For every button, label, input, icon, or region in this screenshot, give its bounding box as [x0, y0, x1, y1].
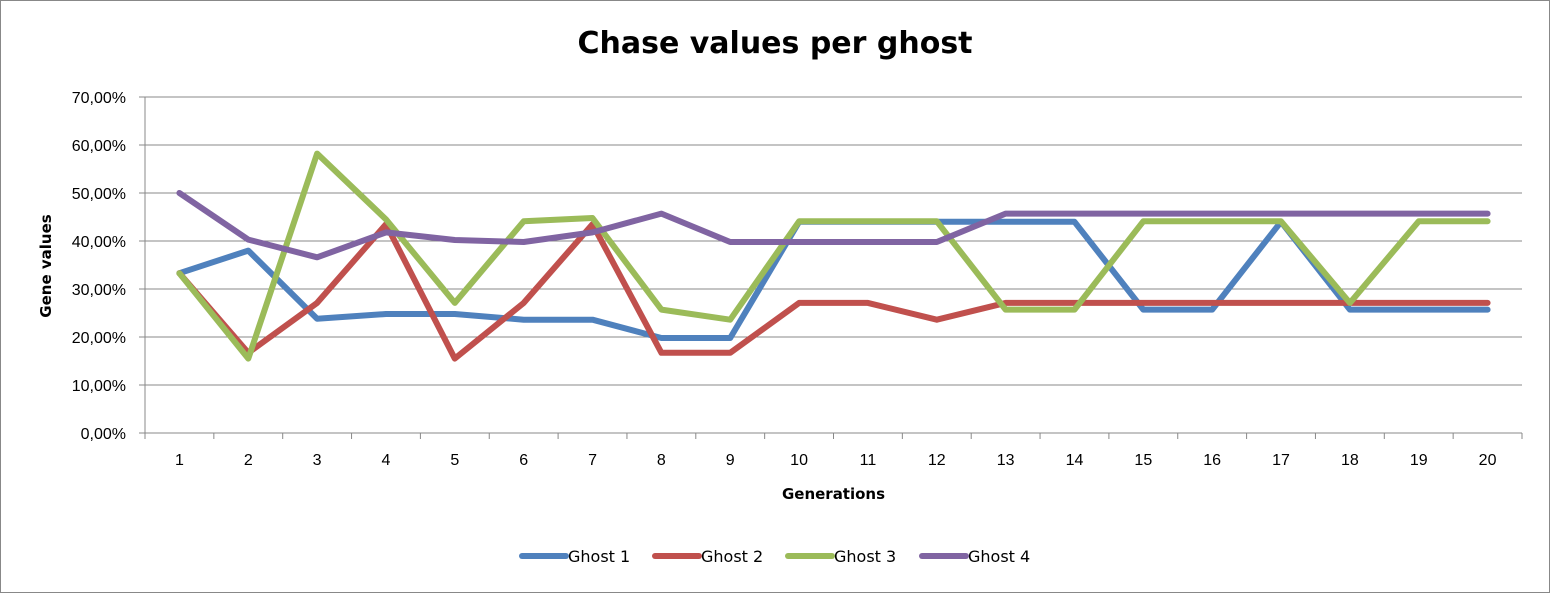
x-tick-label: 6 [519, 452, 528, 469]
y-tick-label: 40,00% [72, 234, 126, 251]
series-lines [176, 150, 1491, 362]
x-tick-label: 19 [1410, 452, 1428, 469]
x-tick-label: 15 [1134, 452, 1152, 469]
y-tick-label: 30,00% [72, 282, 126, 299]
y-tick-label: 20,00% [72, 330, 126, 347]
x-tick-label: 5 [450, 452, 459, 469]
y-tick-label: 50,00% [72, 186, 126, 203]
x-tick-label: 10 [790, 452, 808, 469]
x-tick-label: 14 [1066, 452, 1084, 469]
x-tick-label: 11 [860, 452, 877, 469]
x-tick-label: 12 [928, 452, 946, 469]
tick-labels: 0,00% 10,00% 20,00% 30,00% 40,00% 50,00% 60,00… [72, 90, 1497, 469]
series-line-2 [176, 221, 1491, 362]
x-tick-label: 3 [313, 452, 322, 469]
chart-title: Chase values per ghost [577, 26, 973, 61]
y-tick-label: 0,00% [81, 426, 126, 443]
y-axis-title: Gene values [37, 214, 55, 317]
legend-label: Ghost 3 [834, 547, 896, 566]
x-tick-label: 17 [1272, 452, 1290, 469]
x-tick-label: 8 [657, 452, 666, 469]
x-tick-label: 7 [588, 452, 597, 469]
x-tick-label: 9 [726, 452, 735, 469]
x-tick-label: 13 [997, 452, 1015, 469]
x-tick-label: 2 [244, 452, 253, 469]
y-tick-label: 10,00% [72, 378, 126, 395]
legend-label: Ghost 1 [568, 547, 630, 566]
x-tick-label: 16 [1203, 452, 1221, 469]
legend-label: Ghost 2 [701, 547, 763, 566]
series-line-3 [176, 150, 1491, 362]
legend-label: Ghost 4 [968, 547, 1030, 566]
x-tick-label: 4 [382, 452, 391, 469]
x-tick-label: 20 [1479, 452, 1497, 469]
axes [139, 96, 1523, 439]
legend: Ghost 1 Ghost 2 Ghost 3 Ghost 4 [519, 547, 1030, 566]
x-axis-title: Generations [782, 485, 885, 503]
y-tick-label: 70,00% [72, 90, 126, 107]
series-line-4 [176, 190, 1491, 261]
x-tick-label: 18 [1341, 452, 1359, 469]
x-tick-label: 1 [175, 452, 184, 469]
y-tick-label: 60,00% [72, 138, 126, 155]
